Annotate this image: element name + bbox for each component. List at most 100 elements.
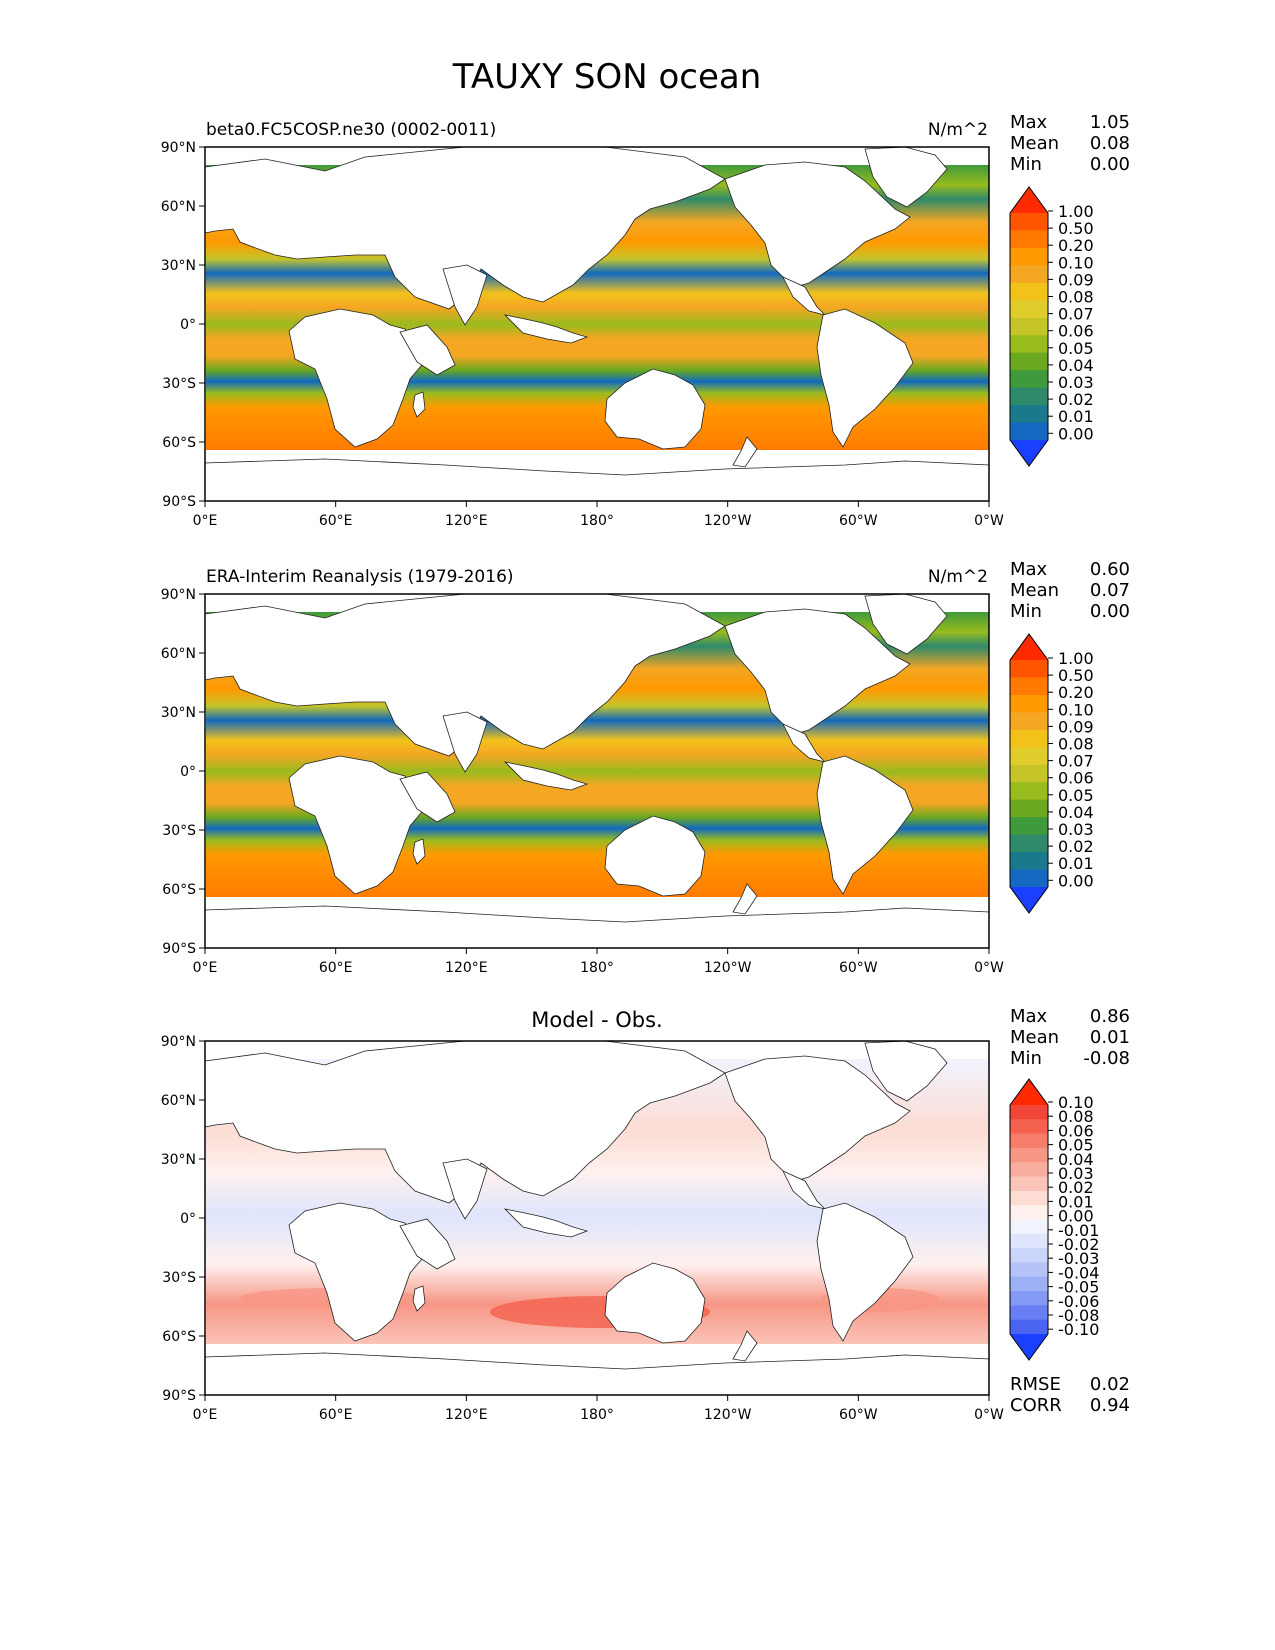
stat-mean-label: Mean [1010, 1027, 1059, 1048]
panel-left-title: beta0.FC5COSP.ne30 (0002-0011) [206, 120, 496, 140]
colorbar-level-label: 0.09 [1058, 270, 1094, 289]
stat-max-label: Max [1010, 1006, 1048, 1027]
lon-tick-label: 60°E [319, 960, 353, 976]
lat-tick-label: 60°S [162, 882, 196, 898]
colorbar-level-label: 0.08 [1058, 1107, 1094, 1126]
colorbar-level-label: 0.10 [1058, 253, 1094, 272]
metric-corr-value: 0.94 [1090, 1395, 1130, 1416]
colorbar-swatch [1010, 1133, 1048, 1149]
colorbar-swatch [1010, 1205, 1048, 1221]
colorbar-swatch [1010, 1305, 1048, 1321]
colorbar-level-label: 0.04 [1058, 356, 1094, 375]
colorbar-swatch [1010, 387, 1048, 406]
colorbar-level-label: 0.04 [1058, 1150, 1094, 1169]
colorbar-outline [1009, 186, 1049, 467]
metric-rmse-value: 0.02 [1090, 1374, 1130, 1395]
lon-tick-label: 120°E [445, 960, 488, 976]
colorbar-level-label: 0.00 [1058, 1207, 1094, 1226]
colorbar-level-label: -0.01 [1058, 1221, 1099, 1240]
lon-tick-label: 60°E [319, 513, 353, 529]
lat-tick-label: 30°S [162, 1270, 196, 1286]
lon-tick-label: 0°W [974, 1407, 1004, 1423]
colorbar-level-label: 0.05 [1058, 1136, 1094, 1155]
lat-tick-label: 60°S [162, 1329, 196, 1345]
colorbar-swatch [1010, 729, 1048, 748]
stat-max-label: Max [1010, 112, 1048, 133]
lat-tick-label: 30°N [161, 1152, 196, 1168]
lon-tick-label: 0°W [974, 513, 1004, 529]
colorbar-level-label: -0.05 [1058, 1278, 1099, 1297]
panel-obs: ERA-Interim Reanalysis (1979-2016) N/m^2… [161, 559, 1130, 976]
stat-min-value: 0.00 [1090, 154, 1130, 175]
colorbar: 1.000.500.200.100.090.080.070.060.050.04… [1009, 633, 1094, 914]
lat-tick-label: 30°N [161, 258, 196, 274]
colorbar-level-label: 0.06 [1058, 322, 1094, 341]
colorbar-level-label: 0.05 [1058, 786, 1094, 805]
colorbar-swatch [1010, 352, 1048, 371]
colorbar-level-label: 0.06 [1058, 769, 1094, 788]
lat-axis: 90°N 60°N 30°N 0° 30°S 60°S 90°S [161, 587, 205, 957]
colorbar-level-label: 1.00 [1058, 649, 1094, 668]
lon-tick-label: 60°W [839, 513, 878, 529]
colorbar-swatch [1010, 764, 1048, 783]
lon-tick-label: 60°W [839, 960, 878, 976]
lon-tick-label: 0°E [193, 1407, 218, 1423]
lat-axis: 90°N 60°N 30°N 0° 30°S 60°S 90°S [161, 1034, 205, 1404]
metric-corr-label: CORR [1010, 1395, 1062, 1416]
lon-tick-label: 120°W [704, 1407, 752, 1423]
colorbar-level-label: 0.01 [1058, 854, 1094, 873]
stat-max-value: 0.86 [1090, 1006, 1130, 1027]
colorbar-swatch [1010, 1219, 1048, 1235]
panel-center-title: Model - Obs. [531, 1008, 662, 1032]
stat-min-label: Min [1010, 601, 1042, 622]
colorbar-level-label: -0.02 [1058, 1235, 1099, 1254]
stat-min-value: -0.08 [1083, 1048, 1130, 1069]
colorbar-swatch [1010, 422, 1048, 441]
colorbar-level-label: 0.07 [1058, 752, 1094, 771]
lon-tick-label: 0°W [974, 960, 1004, 976]
lat-tick-label: 30°N [161, 705, 196, 721]
colorbar-level-label: 0.07 [1058, 305, 1094, 324]
colorbar-level-label: 0.03 [1058, 1164, 1094, 1183]
colorbar-level-label: 0.10 [1058, 700, 1094, 719]
colorbar-extend-max [1010, 187, 1048, 213]
lon-tick-label: 120°E [445, 513, 488, 529]
colorbar-swatch [1010, 694, 1048, 713]
stat-min-value: 0.00 [1090, 601, 1130, 622]
lat-tick-label: 90°S [162, 1388, 196, 1404]
colorbar-swatch [1010, 247, 1048, 266]
colorbar-level-label: 0.08 [1058, 735, 1094, 754]
lon-tick-label: 120°W [704, 513, 752, 529]
colorbar-swatch [1010, 265, 1048, 284]
colorbar-swatch [1010, 300, 1048, 319]
lat-tick-label: 0° [180, 764, 196, 780]
stat-mean-value: 0.07 [1090, 580, 1130, 601]
stat-min-label: Min [1010, 154, 1042, 175]
colorbar-swatch [1010, 1262, 1048, 1278]
colorbar-level-label: 0.10 [1058, 1093, 1094, 1112]
colorbar-swatch [1010, 1119, 1048, 1135]
colorbar-swatch [1010, 282, 1048, 301]
colorbar-extend-min [1010, 440, 1048, 466]
colorbar-swatch [1010, 335, 1048, 354]
stat-max-value: 1.05 [1090, 112, 1130, 133]
colorbar-level-label: 0.20 [1058, 683, 1094, 702]
colorbar-swatch [1010, 1291, 1048, 1306]
colorbar-level-label: 0.00 [1058, 871, 1094, 890]
colorbar-swatch [1010, 1162, 1048, 1178]
lat-tick-label: 90°S [162, 941, 196, 957]
colorbar-level-label: 0.08 [1058, 288, 1094, 307]
colorbar-level-label: 1.00 [1058, 202, 1094, 221]
colorbar-extend-min [1010, 1334, 1048, 1360]
lon-tick-label: 180° [580, 1407, 614, 1423]
lat-tick-label: 60°N [161, 199, 196, 215]
lon-tick-label: 120°E [445, 1407, 488, 1423]
colorbar-swatch [1010, 1248, 1048, 1264]
colorbar-level-label: 0.20 [1058, 236, 1094, 255]
colorbar-level-label: -0.06 [1058, 1292, 1099, 1311]
colorbar: 0.100.080.060.050.040.030.020.010.00-0.0… [1009, 1078, 1099, 1361]
lon-tick-label: 60°E [319, 1407, 353, 1423]
colorbar-swatch [1010, 869, 1048, 888]
stat-mean-value: 0.08 [1090, 133, 1130, 154]
